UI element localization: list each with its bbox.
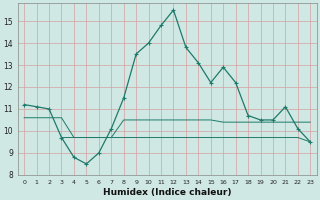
X-axis label: Humidex (Indice chaleur): Humidex (Indice chaleur) bbox=[103, 188, 231, 197]
